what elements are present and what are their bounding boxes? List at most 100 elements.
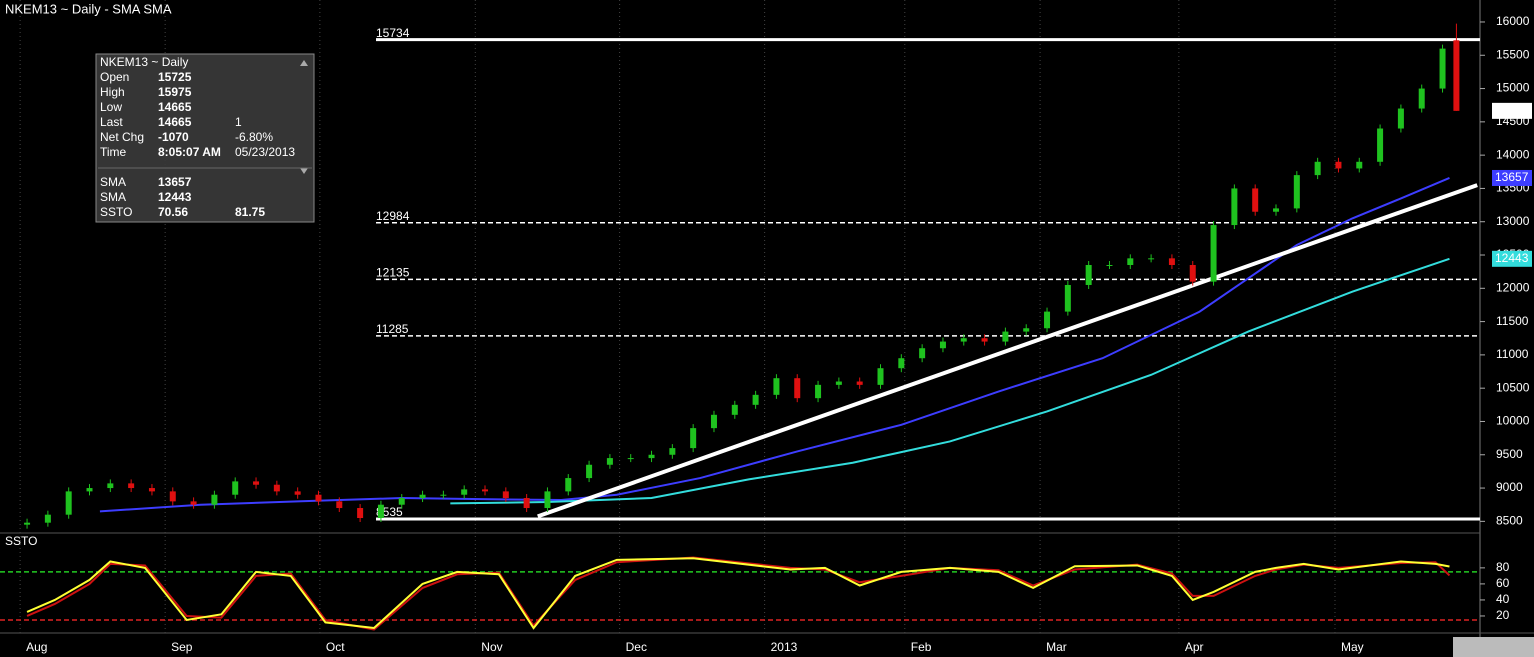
candle-body: [939, 341, 946, 349]
candle-body: [1418, 88, 1425, 109]
x-tick-label: Mar: [1046, 640, 1067, 654]
candle-body: [315, 494, 322, 502]
info-label: Low: [100, 100, 122, 114]
info-value: 14665: [158, 115, 192, 129]
candle-body: [669, 448, 676, 455]
candle-body: [1356, 161, 1363, 169]
candle-body: [648, 454, 655, 459]
info-value: 14665: [158, 100, 192, 114]
x-tick-label: Sep: [171, 640, 193, 654]
value-marker-label: 12443: [1495, 251, 1529, 265]
y-tick-label: 10500: [1496, 380, 1530, 394]
candle-body: [1377, 128, 1384, 162]
candle-body: [898, 358, 905, 369]
info-label: SMA: [100, 175, 126, 189]
x-tick-label: Dec: [626, 640, 647, 654]
info-value: 70.56: [158, 205, 188, 219]
candle-body: [398, 498, 405, 505]
y-tick-label: 16000: [1496, 14, 1530, 28]
y-tick-label: 9500: [1496, 447, 1523, 461]
candle-body: [1085, 265, 1092, 285]
ssto-line: [26, 557, 1450, 630]
candle-body: [294, 491, 301, 495]
candle-body: [273, 484, 280, 492]
candle-body: [1210, 225, 1217, 282]
info-label: High: [100, 85, 125, 99]
candle-body: [794, 378, 801, 399]
ssto-line: [26, 556, 1451, 631]
candle-body: [586, 464, 593, 479]
candle-body: [482, 489, 489, 492]
candle-body: [544, 491, 551, 509]
candle-body: [1189, 265, 1196, 282]
x-tick-label: Aug: [26, 640, 47, 654]
candle-body: [24, 522, 31, 525]
x-tick-label: 2013: [771, 640, 798, 654]
candle-body: [1002, 331, 1009, 342]
info-value: 12443: [158, 190, 192, 204]
candle-body: [1397, 108, 1404, 129]
candle-body: [1453, 40, 1460, 111]
y-tick-label: 10000: [1496, 414, 1530, 428]
info-label: SMA: [100, 190, 126, 204]
box-arrow: [300, 168, 308, 174]
candle-body: [440, 494, 447, 496]
candle-body: [773, 378, 780, 395]
candle-body: [65, 491, 72, 515]
y-tick-label: 80: [1496, 560, 1510, 574]
candle-body: [1335, 161, 1342, 169]
candle-body: [461, 489, 468, 495]
y-tick-label: 14000: [1496, 147, 1530, 161]
x-tick-label: Oct: [326, 640, 345, 654]
y-tick-label: 13000: [1496, 214, 1530, 228]
info-box-bg: [95, 53, 315, 223]
box-arrow: [300, 60, 308, 66]
scroll-box: [1453, 637, 1534, 657]
candle-body: [86, 488, 93, 492]
candle-body: [981, 338, 988, 342]
candle-body: [336, 501, 343, 509]
level-label: 11285: [376, 322, 409, 336]
candle-body: [502, 491, 509, 499]
candle-body: [710, 414, 717, 429]
candle-body: [606, 458, 613, 465]
candle-body: [169, 491, 176, 502]
value-marker: [1492, 250, 1532, 267]
candle-body: [523, 498, 530, 509]
x-tick-label: May: [1341, 640, 1364, 654]
candle-body: [960, 338, 967, 342]
value-marker-label: 14665: [1495, 103, 1529, 117]
info-value: 8:05:07 AM: [158, 145, 221, 159]
value-marker: [1492, 169, 1532, 186]
sma-line: [450, 257, 1450, 505]
candle-body: [44, 514, 51, 523]
candle-body: [1168, 258, 1175, 266]
y-tick-label: 40: [1496, 592, 1510, 606]
y-tick-label: 12000: [1496, 280, 1530, 294]
info-value: 1: [235, 115, 242, 129]
info-value: 15725: [158, 70, 192, 84]
info-value: -1070: [158, 130, 189, 144]
candle-body: [627, 458, 634, 460]
info-label: Net Chg: [100, 130, 144, 144]
y-tick-label: 9000: [1496, 480, 1523, 494]
candle-body: [253, 481, 260, 485]
chart-title: NKEM13 ~ Daily - SMA SMA: [5, 1, 172, 16]
y-tick-label: 20: [1496, 608, 1510, 622]
candle-body: [1106, 265, 1113, 267]
y-tick-label: 11500: [1496, 314, 1529, 328]
candle-body: [1231, 188, 1238, 226]
candle-body: [1044, 311, 1051, 329]
info-value: 81.75: [235, 205, 265, 219]
x-tick-label: Feb: [911, 640, 932, 654]
info-label: Time: [100, 145, 127, 159]
candle-body: [835, 381, 842, 385]
info-value: 15975: [158, 85, 192, 99]
info-value: 13657: [158, 175, 192, 189]
candle-body: [232, 481, 239, 495]
y-tick-label: 60: [1496, 576, 1510, 590]
value-marker: [1492, 102, 1532, 119]
candle-body: [1293, 175, 1300, 209]
level-label: 15734: [376, 26, 410, 40]
